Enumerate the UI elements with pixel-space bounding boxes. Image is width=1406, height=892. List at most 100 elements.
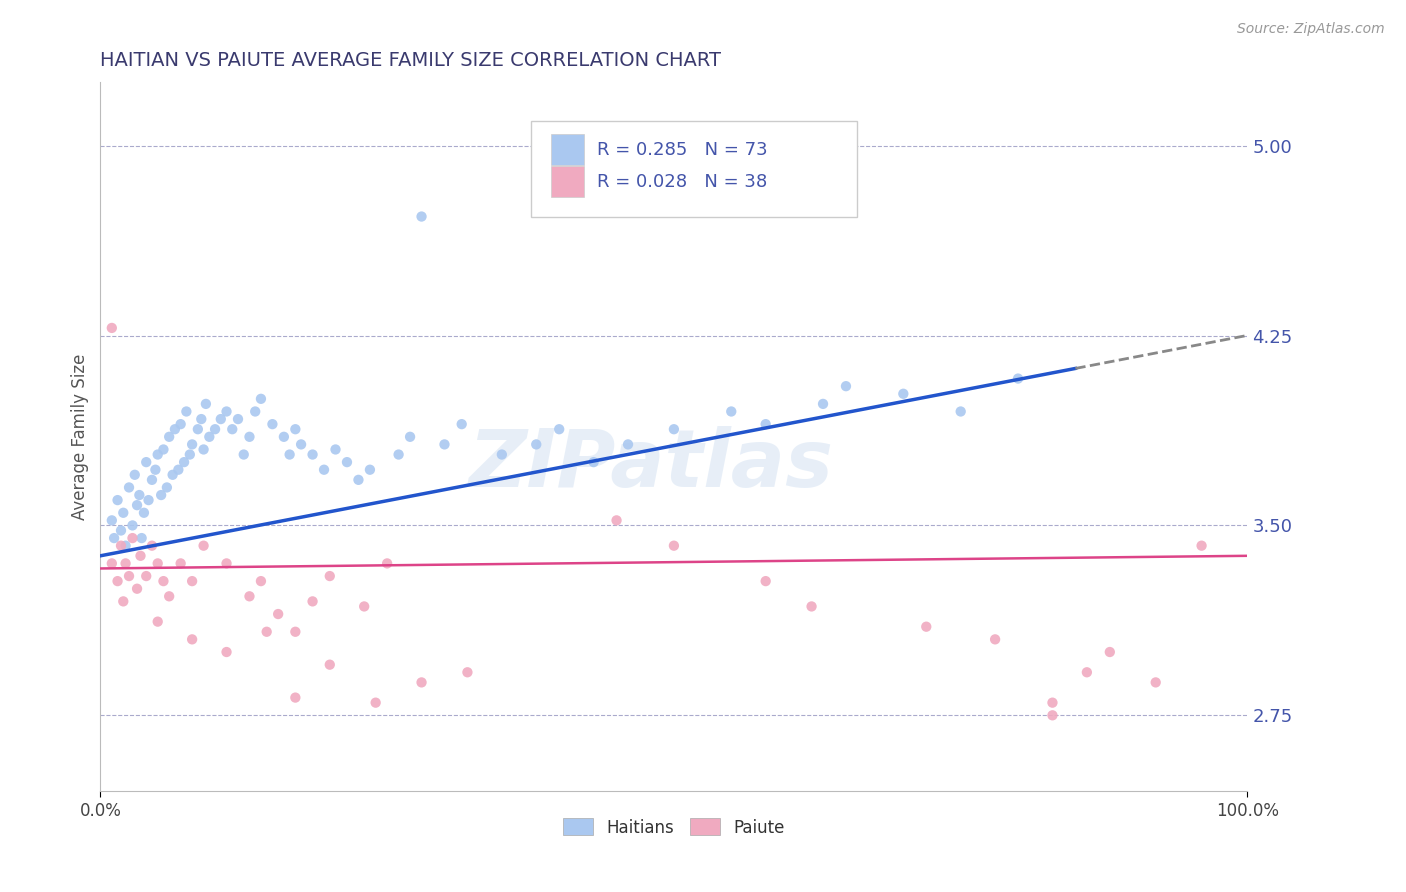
Point <box>128 488 150 502</box>
Point <box>193 539 215 553</box>
Point <box>617 437 640 451</box>
Point <box>267 607 290 621</box>
Point <box>181 574 204 588</box>
Point <box>301 448 323 462</box>
Point <box>250 574 273 588</box>
Point <box>835 379 858 393</box>
Point <box>167 463 190 477</box>
Point <box>190 412 212 426</box>
Point <box>162 467 184 482</box>
Point <box>891 386 914 401</box>
Point <box>245 404 267 418</box>
Point <box>110 539 132 553</box>
Text: R = 0.028   N = 38: R = 0.028 N = 38 <box>598 172 768 191</box>
Point <box>215 557 238 571</box>
Text: ZIPatlas: ZIPatlas <box>468 426 834 504</box>
Point <box>204 422 226 436</box>
Point <box>101 321 124 335</box>
Point <box>1076 665 1098 680</box>
Point <box>433 437 456 451</box>
Point <box>284 422 307 436</box>
Point <box>138 493 160 508</box>
Point <box>290 437 312 451</box>
Point <box>112 594 135 608</box>
Point <box>125 582 148 596</box>
Point <box>141 473 163 487</box>
Point <box>662 539 685 553</box>
Point <box>124 467 146 482</box>
Point <box>146 448 169 462</box>
Point <box>101 513 124 527</box>
Point <box>312 463 335 477</box>
Point <box>150 488 173 502</box>
Point <box>181 437 204 451</box>
Point <box>755 417 778 432</box>
Point <box>179 448 201 462</box>
Point <box>145 463 167 477</box>
Point <box>176 404 198 418</box>
Point <box>811 397 834 411</box>
Point <box>221 422 243 436</box>
Point <box>226 412 249 426</box>
Point <box>110 524 132 538</box>
Point <box>262 417 284 432</box>
Point <box>278 448 301 462</box>
Point <box>720 404 742 418</box>
Point <box>284 690 307 705</box>
Point <box>319 569 342 583</box>
Point <box>118 480 141 494</box>
Point <box>132 506 155 520</box>
Point <box>193 442 215 457</box>
Text: Source: ZipAtlas.com: Source: ZipAtlas.com <box>1237 22 1385 37</box>
Point <box>135 455 157 469</box>
Point <box>1042 696 1064 710</box>
Point <box>173 455 195 469</box>
Point <box>1144 675 1167 690</box>
Point <box>152 442 174 457</box>
Point <box>114 557 136 571</box>
Point <box>125 498 148 512</box>
Point <box>1098 645 1121 659</box>
Point <box>250 392 273 406</box>
Point <box>198 430 221 444</box>
Point <box>215 645 238 659</box>
FancyBboxPatch shape <box>530 121 858 217</box>
Point <box>375 557 398 571</box>
Point <box>273 430 295 444</box>
Point <box>118 569 141 583</box>
Point <box>491 448 513 462</box>
Point <box>169 557 191 571</box>
Point <box>284 624 307 639</box>
Point <box>301 594 323 608</box>
Point <box>121 518 143 533</box>
Point <box>194 397 217 411</box>
Point <box>103 531 125 545</box>
Point <box>662 422 685 436</box>
Point <box>114 539 136 553</box>
Point <box>238 430 260 444</box>
Point <box>524 437 547 451</box>
Point <box>364 696 387 710</box>
Point <box>232 448 254 462</box>
Point <box>548 422 571 436</box>
Legend: Haitians, Paiute: Haitians, Paiute <box>555 812 792 843</box>
Text: R = 0.285   N = 73: R = 0.285 N = 73 <box>598 141 768 159</box>
Point <box>984 632 1007 647</box>
Point <box>156 480 179 494</box>
Point <box>411 675 433 690</box>
Point <box>450 417 472 432</box>
Point <box>157 590 180 604</box>
FancyBboxPatch shape <box>551 134 585 165</box>
Point <box>141 539 163 553</box>
Point <box>169 417 191 432</box>
Point <box>456 665 478 680</box>
Point <box>129 549 152 563</box>
Point <box>347 473 370 487</box>
Point <box>131 531 153 545</box>
Point <box>101 557 124 571</box>
Point <box>325 442 347 457</box>
Point <box>1042 708 1064 723</box>
Point <box>582 455 605 469</box>
Point <box>800 599 823 614</box>
Point <box>209 412 232 426</box>
